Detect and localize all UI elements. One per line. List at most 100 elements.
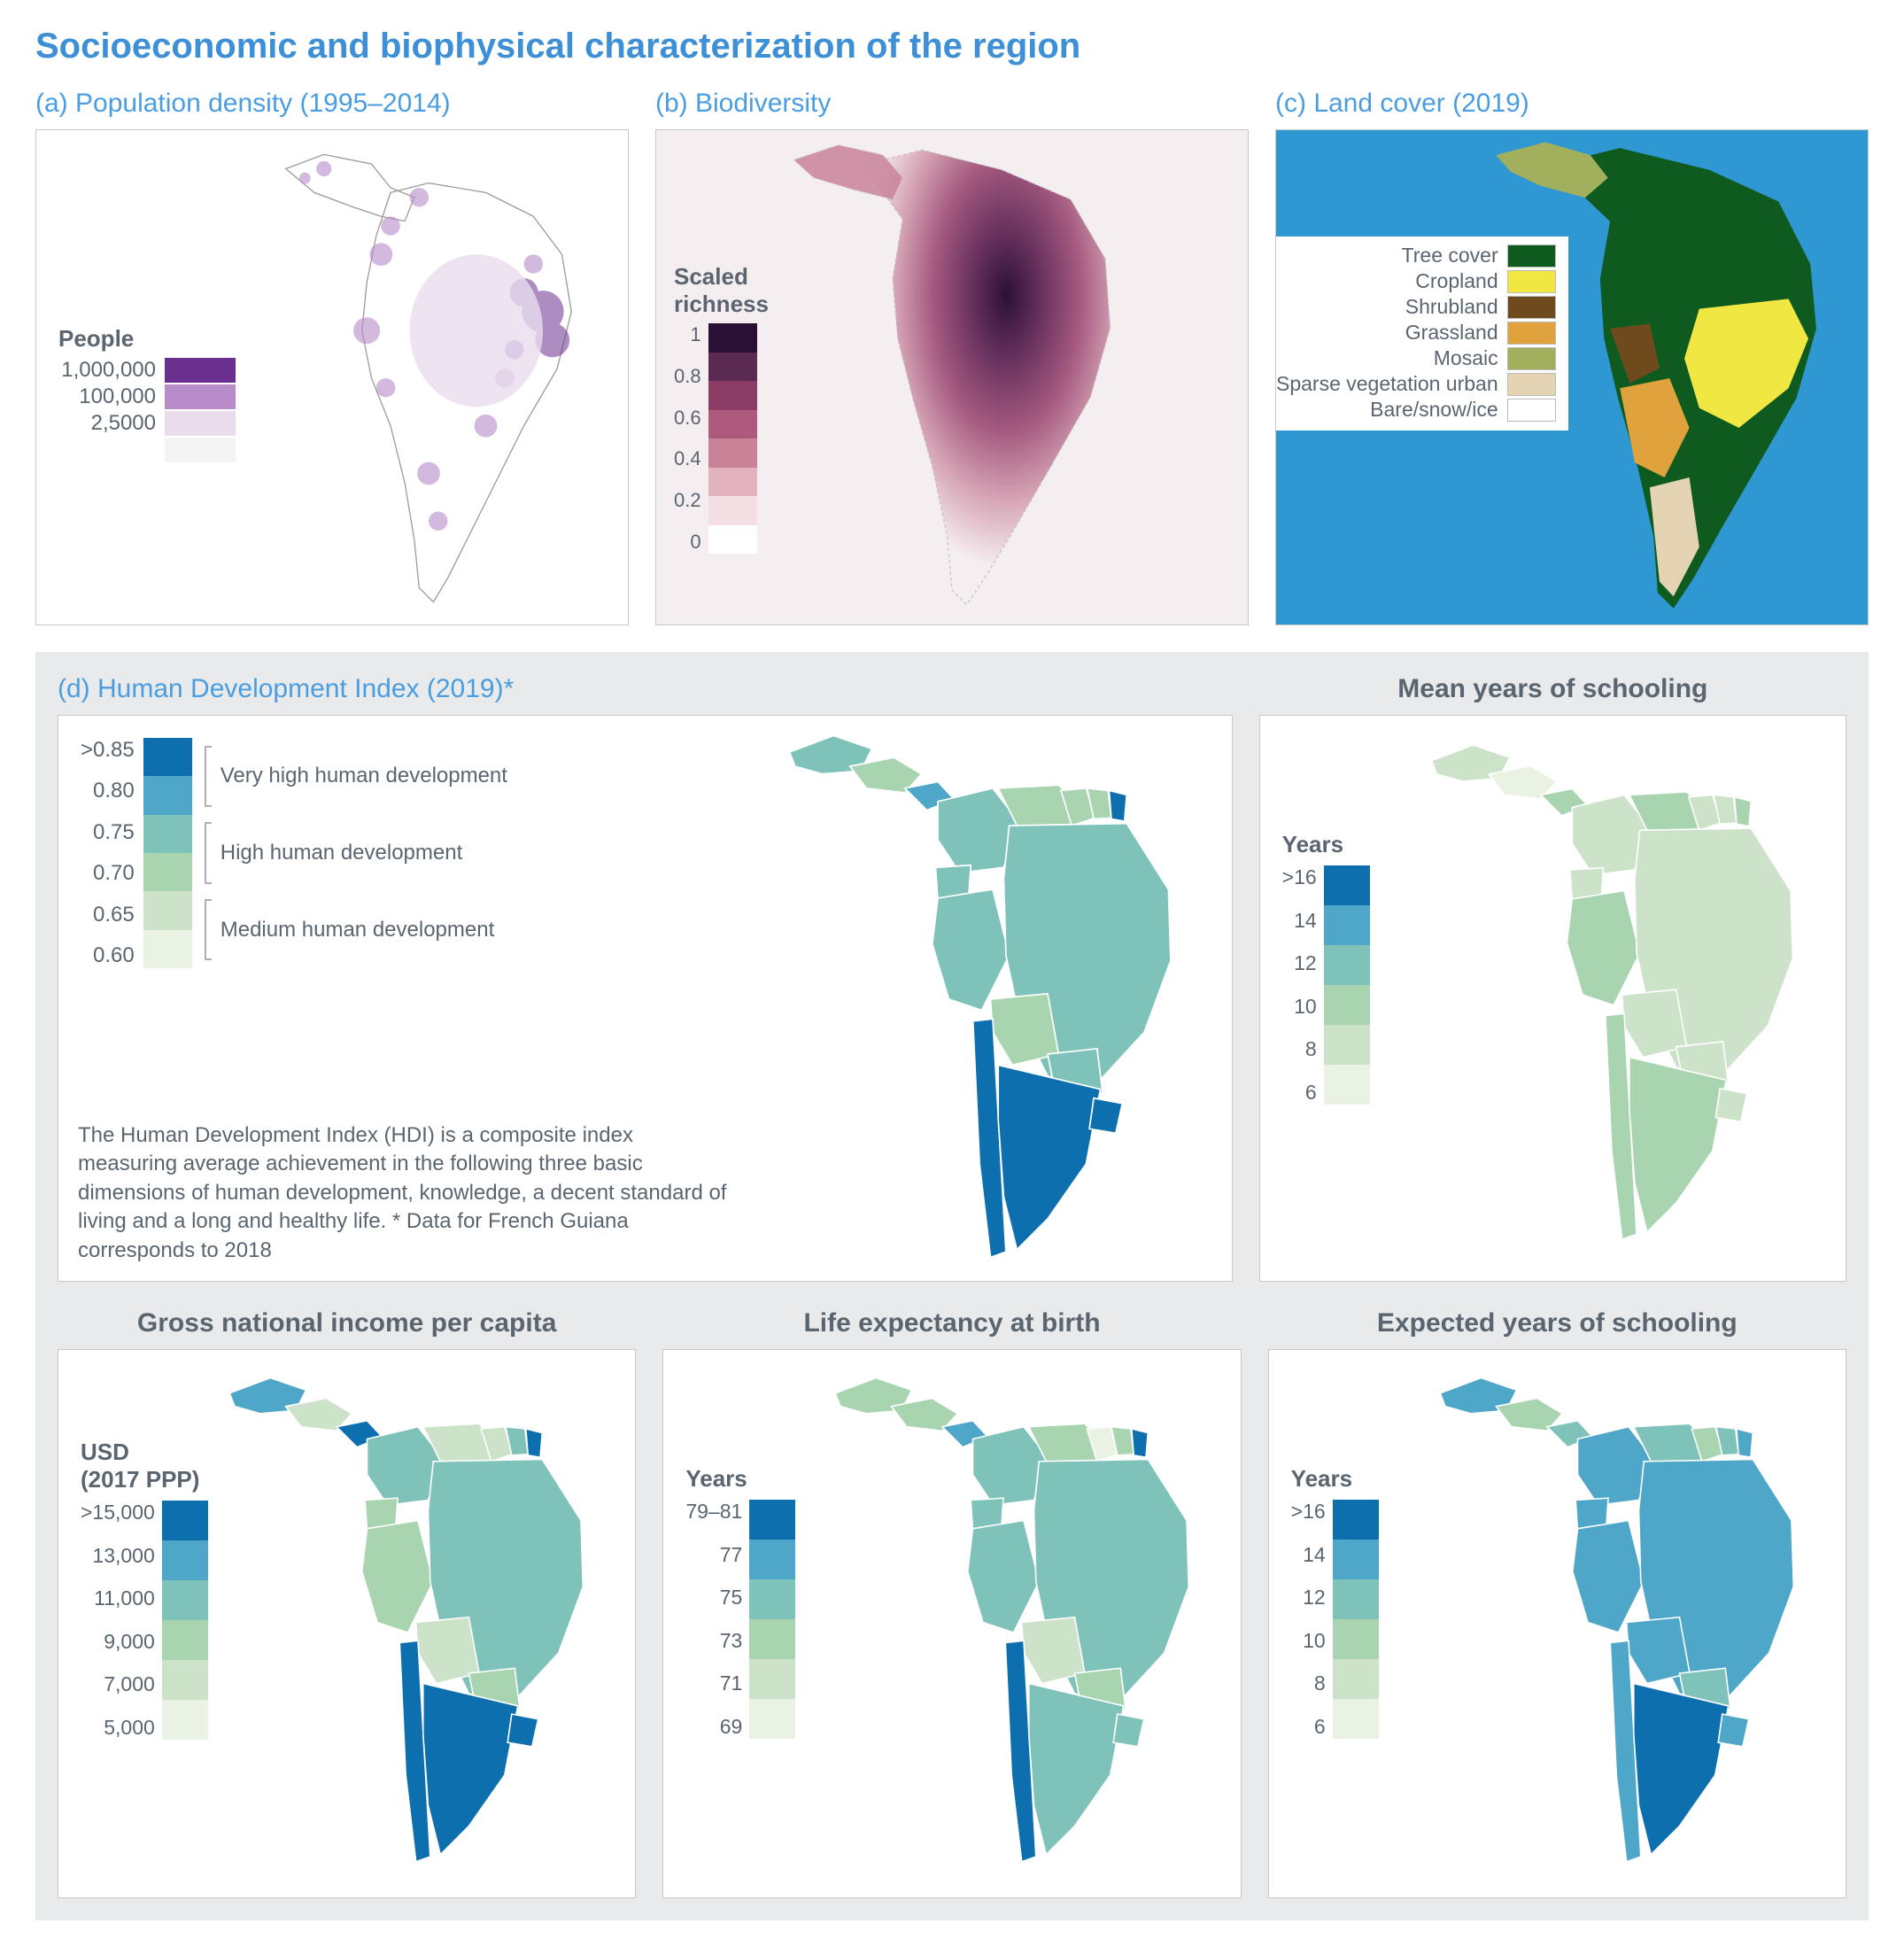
legend-b-swatch: [708, 381, 757, 410]
cb-tick: >16: [1291, 1500, 1326, 1524]
panel-life-map: Years 79–817775737169: [662, 1349, 1241, 1898]
cb-swatch: [1324, 945, 1370, 985]
legend-c-label: Grassland: [1405, 321, 1498, 345]
panel-b-legend-title: Scaled richness: [674, 263, 769, 318]
panel-b: (b) Biodiversity Scaled richness: [655, 89, 1249, 625]
legend-d-category: Medium human development: [221, 918, 495, 942]
country-peru: [1573, 1521, 1645, 1633]
legend-b-tick: 1: [674, 323, 701, 346]
panel-a-map: People 1,000,000100,0002,5000: [35, 129, 629, 625]
panel-d-title: (d) Human Development Index (2019)*: [58, 674, 1233, 704]
legend-a-label: 1,000,000: [58, 358, 156, 383]
cb-tick: 8: [1282, 1037, 1317, 1061]
hdi-section: (d) Human Development Index (2019)* >0.8…: [35, 652, 1869, 1920]
legend-d-swatch: [143, 853, 192, 891]
panel-life-title: Life expectancy at birth: [662, 1308, 1241, 1338]
legend-c-label: Bare/snow/ice: [1370, 398, 1498, 422]
legend-c-label: Cropland: [1415, 269, 1498, 293]
life-legend-title: Years: [685, 1465, 795, 1493]
country-frguiana: [1132, 1429, 1148, 1457]
legend-b-swatch: [708, 525, 757, 555]
legend-b-swatch: [708, 323, 757, 353]
panel-a-legend-title: People: [58, 325, 236, 353]
country-uruguay: [508, 1714, 539, 1747]
legend-d-tick: 0.60: [81, 943, 135, 968]
cb-tick: 73: [685, 1629, 742, 1653]
legend-b-swatch: [708, 468, 757, 497]
legend-c-label: Tree cover: [1402, 244, 1498, 268]
legend-b-tick: 0.6: [674, 407, 701, 430]
panel-d-description: The Human Development Index (HDI) is a c…: [78, 1121, 733, 1265]
country-argentina: [1028, 1684, 1123, 1855]
country-frguiana: [1109, 790, 1126, 821]
cb-tick: 10: [1291, 1629, 1326, 1653]
cb-tick: 14: [1291, 1543, 1326, 1567]
cb-tick: >16: [1282, 865, 1317, 889]
cb-swatch: [162, 1700, 208, 1740]
legend-a-swatch: [165, 384, 236, 409]
panel-d: (d) Human Development Index (2019)* >0.8…: [58, 674, 1233, 1282]
legend-d-category: High human development: [221, 841, 463, 865]
cb-swatch: [162, 1620, 208, 1660]
mean-schooling-legend-title: Years: [1282, 831, 1370, 858]
legend-a-swatch: [165, 358, 236, 383]
cb-swatch: [1333, 1579, 1379, 1619]
cb-tick: 13,000: [81, 1544, 155, 1568]
legend-d-tick: 0.80: [81, 779, 135, 803]
country-peru: [1567, 891, 1639, 1005]
country-peru: [362, 1521, 434, 1633]
cb-swatch: [749, 1699, 795, 1739]
country-uruguay: [1113, 1714, 1144, 1747]
legend-b-swatch: [708, 438, 757, 468]
panel-c-map: Tree coverCroplandShrublandGrasslandMosa…: [1275, 129, 1869, 625]
panel-mean-schooling: Mean years of schooling Years >161412108…: [1259, 674, 1846, 1282]
panel-mean-schooling-map: Years >1614121086: [1259, 715, 1846, 1282]
cb-tick: 10: [1282, 995, 1317, 1019]
cb-swatch: [1324, 1065, 1370, 1105]
cb-tick: 6: [1291, 1715, 1326, 1739]
cb-tick: 11,000: [81, 1586, 155, 1610]
panel-a-title: (a) Population density (1995–2014): [35, 89, 629, 119]
cb-swatch: [162, 1660, 208, 1700]
cb-swatch: [1333, 1619, 1379, 1659]
legend-b-tick: 0.4: [674, 447, 701, 470]
cb-swatch: [1324, 905, 1370, 945]
cb-swatch: [1333, 1699, 1379, 1739]
legend-c-label: Shrubland: [1405, 295, 1498, 319]
cb-tick: 12: [1291, 1586, 1326, 1610]
country-uruguay: [1715, 1089, 1746, 1122]
legend-c-swatch: [1507, 373, 1556, 396]
cb-tick: 8: [1291, 1672, 1326, 1695]
cb-swatch: [749, 1659, 795, 1699]
legend-a-swatch: [165, 438, 236, 462]
country-frguiana: [1737, 1429, 1753, 1457]
country-argentina: [1634, 1684, 1729, 1855]
legend-c-swatch: [1507, 399, 1556, 422]
legend-d-swatch: [143, 891, 192, 929]
legend-c-swatch: [1507, 347, 1556, 370]
country-peru: [967, 1521, 1039, 1633]
cb-swatch: [162, 1540, 208, 1580]
legend-c-swatch: [1507, 244, 1556, 268]
country-uruguay: [1089, 1098, 1122, 1134]
legend-d-category: Very high human development: [221, 764, 507, 788]
country-argentina: [423, 1684, 518, 1855]
country-frguiana: [526, 1429, 542, 1457]
cb-tick: 12: [1282, 951, 1317, 975]
cb-swatch: [162, 1501, 208, 1540]
cb-tick: 77: [685, 1543, 742, 1567]
panel-life: Life expectancy at birth Years 79–817775…: [662, 1308, 1241, 1898]
cb-swatch: [1333, 1659, 1379, 1699]
panel-c: (c) Land cover (2019) Tree coverCropland…: [1275, 89, 1869, 625]
country-argentina: [998, 1065, 1100, 1249]
cb-tick: 71: [685, 1672, 742, 1695]
cb-swatch: [1333, 1540, 1379, 1579]
legend-b-tick: 0.8: [674, 365, 701, 388]
panel-exp-schooling-title: Expected years of schooling: [1268, 1308, 1846, 1338]
legend-c-swatch: [1507, 322, 1556, 345]
legend-d-tick: 0.70: [81, 861, 135, 886]
panel-exp-schooling-map: Years >1614121086: [1268, 1349, 1846, 1898]
legend-c-label: Sparse vegetation urban: [1276, 372, 1498, 396]
cb-swatch: [1324, 1025, 1370, 1065]
cb-tick: 79–81: [685, 1500, 742, 1524]
